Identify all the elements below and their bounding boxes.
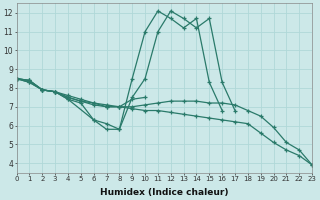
X-axis label: Humidex (Indice chaleur): Humidex (Indice chaleur) bbox=[100, 188, 228, 197]
